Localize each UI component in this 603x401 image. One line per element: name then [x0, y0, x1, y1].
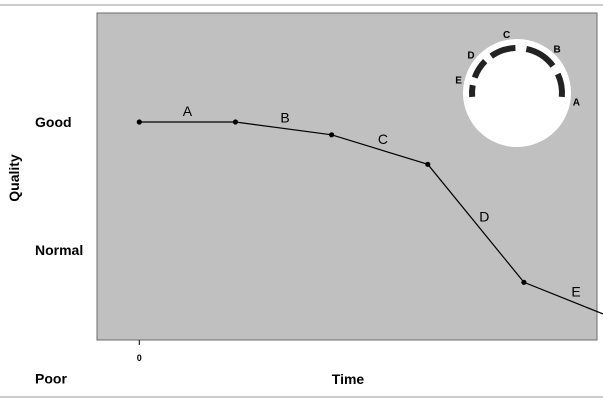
quality-series: A B C D E [136, 103, 603, 315]
x-tick-label: 0 [137, 353, 142, 363]
segment-label: C [378, 131, 388, 147]
dial-segment [471, 59, 488, 79]
y-axis-label: Quality [6, 154, 22, 202]
data-point [521, 279, 527, 285]
dial-label: E [455, 76, 462, 87]
segment-label: B [280, 110, 289, 126]
dial-segment [525, 46, 556, 68]
y-tick-label: Good [35, 114, 72, 130]
y-tick-label: Normal [35, 242, 83, 258]
dial-segment [469, 84, 476, 98]
segment-label: A [183, 103, 193, 119]
y-axis-ticks: Good Normal Poor [35, 114, 83, 386]
dial-segment [489, 45, 516, 59]
data-point [232, 119, 239, 125]
dial-label: D [467, 50, 474, 61]
dial-face [463, 39, 571, 147]
quality-dial-inset: A B C D E [455, 30, 580, 147]
data-point [425, 161, 431, 167]
segment-label: D [479, 208, 489, 224]
dial-label: B [554, 44, 561, 55]
x-axis-label: Time [332, 371, 365, 387]
data-point [329, 132, 335, 138]
quality-line [139, 121, 603, 315]
dial-label: C [503, 30, 510, 41]
dial-label: A [573, 97, 580, 108]
segment-label: E [571, 283, 580, 299]
y-tick-label: Poor [35, 370, 67, 386]
x-axis-ticks: 02hrs [137, 340, 142, 363]
data-point [136, 119, 142, 125]
dial-segment [555, 72, 565, 98]
